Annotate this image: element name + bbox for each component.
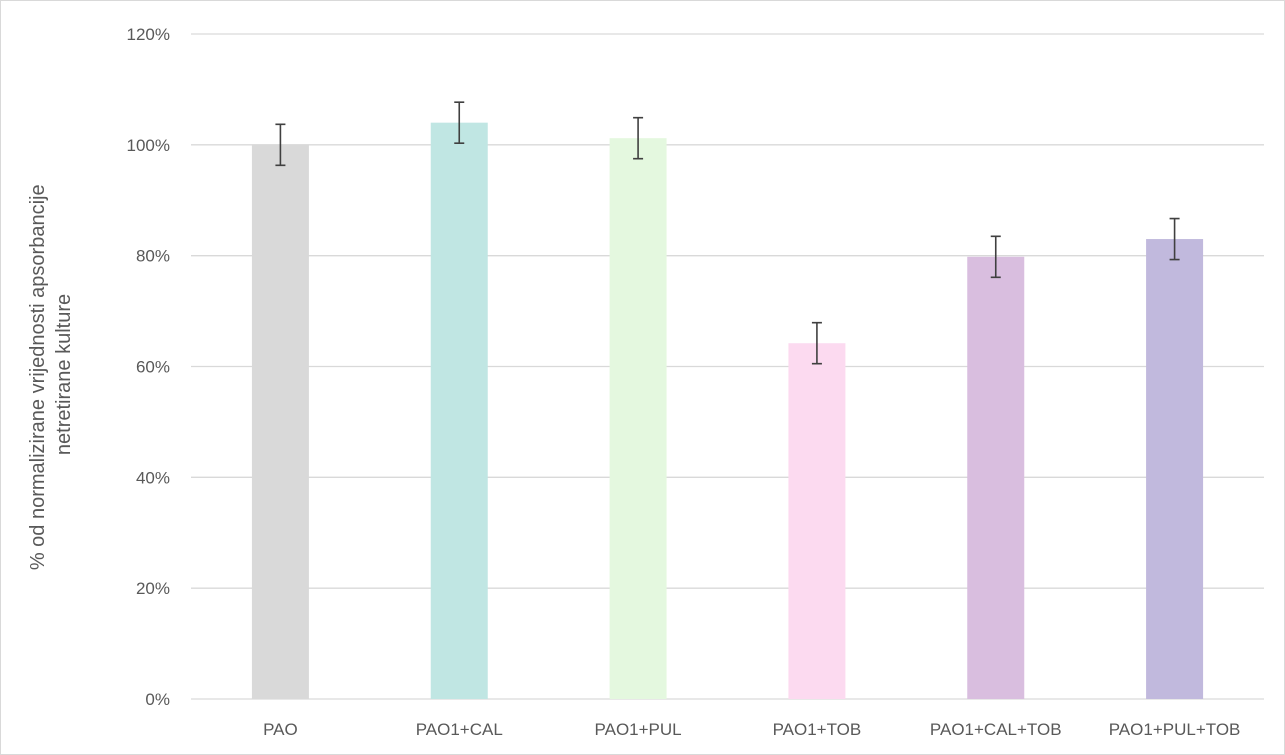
x-tick-label: PAO1+CAL: [416, 720, 503, 739]
bar: [252, 145, 309, 699]
y-tick-labels: 0% 20% 40% 60% 80% 100% 120%: [127, 25, 170, 709]
y-tick-label: 60%: [136, 358, 170, 377]
y-tick-label: 100%: [127, 136, 170, 155]
error-bars: [275, 102, 1179, 364]
x-tick-label: PAO1+TOB: [773, 720, 862, 739]
y-tick-label: 80%: [136, 247, 170, 266]
x-tick-labels: PAO PAO1+CAL PAO1+PUL PAO1+TOB PAO1+CAL+TOB P…: [263, 720, 1240, 739]
bars: [252, 123, 1203, 699]
y-axis-title: % od normalizirane vrijednosti apsorbanc…: [27, 179, 75, 570]
y-tick-label: 40%: [136, 468, 170, 487]
bar: [431, 123, 488, 699]
bar: [1146, 239, 1203, 699]
bar: [610, 138, 667, 699]
x-tick-label: PAO1+PUL+TOB: [1109, 720, 1241, 739]
x-tick-label: PAO1+CAL+TOB: [930, 720, 1062, 739]
bar: [967, 257, 1024, 699]
gridlines: [191, 34, 1264, 699]
x-tick-label: PAO: [263, 720, 298, 739]
y-axis-title-line-1: % od normalizirane vrijednosti apsorbanc…: [27, 184, 49, 570]
y-tick-label: 20%: [136, 579, 170, 598]
bar: [788, 343, 845, 699]
x-tick-label: PAO1+PUL: [595, 720, 682, 739]
y-axis-title-line-2: netretirane kulture: [53, 294, 75, 455]
y-tick-label: 0%: [145, 690, 170, 709]
y-tick-label: 120%: [127, 25, 170, 44]
